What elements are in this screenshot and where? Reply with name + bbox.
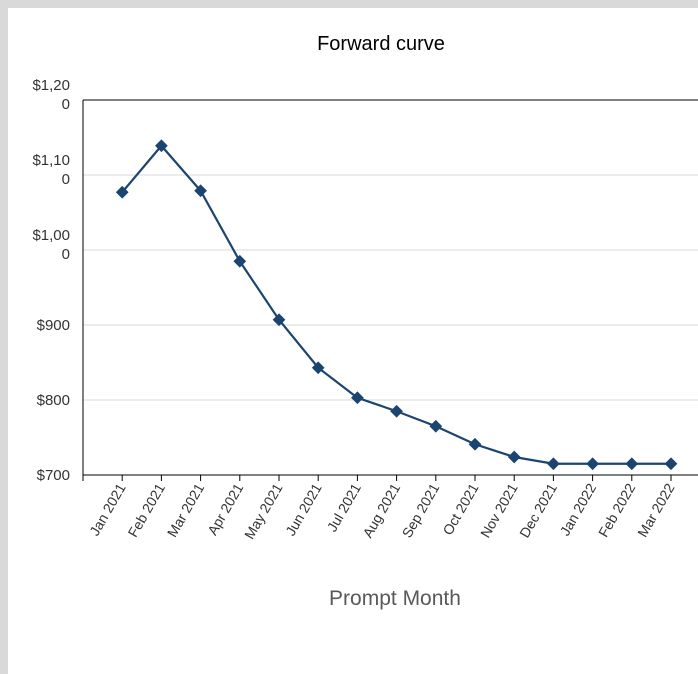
x-tick-label: Jan 2021 xyxy=(86,480,129,538)
point xyxy=(468,437,482,451)
point xyxy=(272,313,286,327)
x-axis-label: Prompt Month xyxy=(329,587,461,610)
point xyxy=(507,450,521,464)
y-tick-label: $1,00 0 xyxy=(32,227,70,263)
x-tick-label: Feb 2022 xyxy=(595,480,639,539)
y-tick-label-line: $1,10 xyxy=(32,152,70,169)
y-tick-label: $1,20 0 xyxy=(32,77,70,113)
x-tick-label: Mar 2022 xyxy=(634,480,678,539)
x-tick-label: Nov 2021 xyxy=(477,480,521,540)
x-tick-label: Oct 2021 xyxy=(439,480,481,537)
point xyxy=(351,391,364,405)
y-tick-label: $700 xyxy=(37,467,70,484)
point xyxy=(625,457,639,471)
point xyxy=(547,457,560,471)
x-tick-label: Jul 2021 xyxy=(324,480,364,534)
y-tick-label: $900 xyxy=(37,317,70,334)
x-tick-label: Mar 2021 xyxy=(164,480,208,539)
y-tick-label: $800 xyxy=(37,392,70,409)
panel xyxy=(8,8,698,674)
point xyxy=(194,184,207,198)
y-tick-label-line: 0 xyxy=(62,171,70,188)
x-tick-label: Dec 2021 xyxy=(516,480,560,540)
x-tick-label: Feb 2021 xyxy=(125,480,169,539)
x-tick-label: Aug 2021 xyxy=(359,480,403,540)
y-tick-label-line: 0 xyxy=(62,246,70,263)
y-tick-label: $1,10 0 xyxy=(32,152,70,188)
y-tick-label-line: $1,20 xyxy=(32,77,70,94)
y-tick-label-line: $1,00 xyxy=(32,227,70,244)
point xyxy=(115,185,129,199)
x-tick-label: Apr 2021 xyxy=(204,480,246,537)
point xyxy=(664,457,678,471)
x-tick-label: Jan 2022 xyxy=(557,480,600,538)
point xyxy=(390,404,403,418)
point xyxy=(429,419,443,433)
x-tick-label: Sep 2021 xyxy=(399,480,443,540)
point xyxy=(311,361,325,375)
point xyxy=(586,457,599,471)
chart-title: Forward curve xyxy=(317,33,445,55)
x-tick-label: May 2021 xyxy=(241,480,286,541)
point xyxy=(155,139,168,153)
point xyxy=(233,254,247,268)
x-tick-label: Jun 2021 xyxy=(282,480,325,538)
y-tick-label-line: 0 xyxy=(62,96,70,113)
